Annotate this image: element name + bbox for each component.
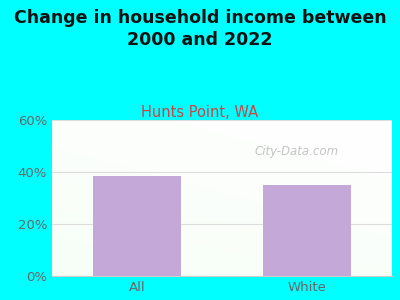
Text: Change in household income between
2000 and 2022: Change in household income between 2000 … bbox=[14, 9, 386, 49]
Bar bbox=[93, 176, 181, 276]
Text: Hunts Point, WA: Hunts Point, WA bbox=[142, 105, 258, 120]
Text: City-Data.com: City-Data.com bbox=[255, 145, 339, 158]
Bar bbox=[263, 185, 351, 276]
